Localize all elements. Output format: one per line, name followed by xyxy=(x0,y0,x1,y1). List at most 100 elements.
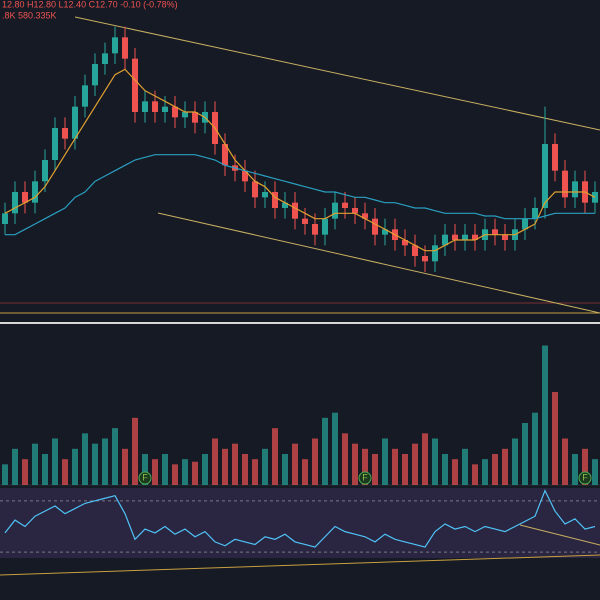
volume-bar xyxy=(202,454,208,485)
candle-body xyxy=(462,234,468,240)
volume-bar xyxy=(192,461,198,485)
volume-bar xyxy=(472,464,478,485)
volume-bar xyxy=(402,454,408,485)
candle-body xyxy=(132,58,138,112)
event-marker xyxy=(138,471,152,485)
candle-body xyxy=(302,218,308,224)
volume-readout: .8K 580.335K xyxy=(2,10,57,20)
volume-bar xyxy=(132,417,138,485)
volume-bar xyxy=(532,412,538,485)
volume-bar xyxy=(92,443,98,485)
candle-body xyxy=(572,181,578,198)
volume-bar xyxy=(362,448,368,485)
volume-bar xyxy=(342,433,348,485)
candle-body xyxy=(252,181,258,198)
volume-bar xyxy=(82,433,88,485)
candle-body xyxy=(182,112,188,118)
candle-body xyxy=(172,106,178,118)
trend-line xyxy=(519,524,600,546)
volume-bar xyxy=(352,443,358,485)
volume-bar xyxy=(142,454,148,485)
candle-body xyxy=(422,256,428,262)
rsi-band-fill xyxy=(0,488,600,558)
volume-bar xyxy=(242,454,248,485)
candle-body xyxy=(452,234,458,240)
candle-body xyxy=(442,234,448,246)
candle-body xyxy=(282,202,288,208)
candle-body xyxy=(362,213,368,219)
candle-body xyxy=(592,192,598,203)
volume-bar xyxy=(542,345,548,485)
candle-body xyxy=(432,245,438,262)
candle-body xyxy=(262,192,268,198)
volume-bar xyxy=(442,454,448,485)
volume-bar xyxy=(62,459,68,485)
volume-bar xyxy=(302,459,308,485)
volume-bar xyxy=(162,454,168,485)
volume-bar xyxy=(512,438,518,485)
volume-bar xyxy=(172,464,178,485)
volume-bar xyxy=(582,448,588,485)
volume-bar xyxy=(392,448,398,485)
volume-bar xyxy=(422,433,428,485)
candle-body xyxy=(62,128,68,139)
ma-slow-line xyxy=(5,154,595,236)
volume-bar xyxy=(212,438,218,485)
volume-bar xyxy=(122,448,128,485)
candle-body xyxy=(112,37,118,54)
volume-bar xyxy=(2,464,8,485)
volume-bar xyxy=(312,438,318,485)
event-label: F xyxy=(362,472,368,482)
volume-bar xyxy=(572,454,578,485)
candle-body xyxy=(562,170,568,198)
ma-fast-line xyxy=(4,68,596,252)
candle-body xyxy=(42,160,48,182)
candle-body xyxy=(272,192,278,208)
trend-line xyxy=(74,16,600,131)
candle-body xyxy=(152,101,158,112)
volume-bar xyxy=(522,423,528,485)
volume-bar xyxy=(182,459,188,485)
volume-bar xyxy=(452,459,458,485)
volume-bar xyxy=(322,417,328,485)
candle-body xyxy=(412,245,418,256)
candle-body xyxy=(22,192,28,203)
volume-bar xyxy=(102,438,108,485)
volume-bar xyxy=(282,454,288,485)
candle-body xyxy=(522,218,528,230)
volume-bar xyxy=(72,448,78,485)
ohlc-readout: 12.80 H12.80 L12.40 C12.70 -0.10 (-0.78%… xyxy=(2,0,178,9)
candle-body xyxy=(492,229,498,235)
volume-bar xyxy=(52,438,58,485)
event-label: F xyxy=(142,472,148,482)
volume-bar xyxy=(42,454,48,485)
candle-body xyxy=(2,213,8,224)
candle-body xyxy=(502,234,508,240)
volume-bar xyxy=(482,459,488,485)
volume-bar xyxy=(22,459,28,485)
candle-body xyxy=(142,101,148,112)
candle-body xyxy=(102,53,108,64)
volume-bar xyxy=(272,428,278,485)
volume-bar xyxy=(552,392,558,485)
volume-bar xyxy=(232,443,238,485)
candle-body xyxy=(552,144,558,171)
volume-bar xyxy=(332,412,338,485)
volume-bar xyxy=(462,448,468,485)
volume-bar xyxy=(252,459,258,485)
volume-bar xyxy=(592,459,598,485)
candle-body xyxy=(92,64,98,86)
candle-body xyxy=(162,106,168,112)
rsi-line xyxy=(4,489,596,548)
volume-bar xyxy=(372,454,378,485)
volume-bar xyxy=(412,443,418,485)
event-marker xyxy=(358,471,372,485)
volume-bar xyxy=(432,438,438,485)
volume-bar xyxy=(292,443,298,485)
candle-body xyxy=(222,144,228,166)
candle-body xyxy=(352,208,358,214)
candle-body xyxy=(472,234,478,240)
candle-body xyxy=(402,240,408,246)
